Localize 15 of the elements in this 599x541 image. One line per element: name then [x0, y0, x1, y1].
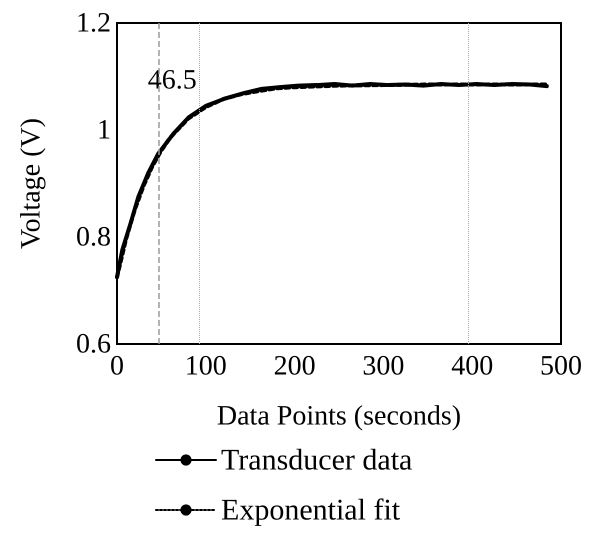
ref-line-label: 46.5: [148, 64, 197, 96]
x-tick-label: 400: [451, 350, 494, 382]
x-tick-label: 300: [362, 350, 404, 382]
x-axis-title: Data Points (seconds): [216, 400, 462, 432]
y-tick-label: 1.2: [76, 8, 111, 38]
x-tick-label: 500: [540, 350, 582, 382]
x-tick-label: 200: [274, 350, 316, 382]
x-tick-label: 100: [184, 350, 227, 382]
y-tick-label: 0.6: [76, 328, 111, 360]
y-tick-label: 1: [97, 114, 111, 146]
y-tick-label: 0.8: [76, 222, 111, 252]
x-tick-label: 0: [110, 350, 124, 382]
y-axis-title: Voltage (V): [16, 118, 46, 249]
legend-label: Exponential fit: [221, 494, 401, 526]
legend-label: Transducer data: [221, 444, 412, 476]
